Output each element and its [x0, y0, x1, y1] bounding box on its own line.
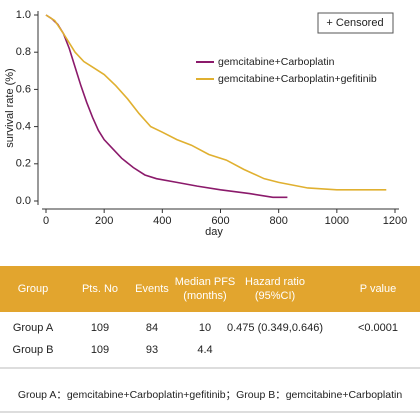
table-cell: 0.475 (0.349,0.646) [227, 322, 323, 334]
y-tick-label: 0.4 [16, 121, 31, 133]
table-cell: <0.0001 [358, 322, 398, 334]
y-tick-label: 0.8 [16, 46, 31, 58]
legend-label: gemcitabine+Carboplatin [218, 56, 335, 68]
table-cell: 109 [91, 344, 109, 356]
x-axis-label: day [205, 226, 223, 238]
y-tick-label: 0.0 [16, 195, 31, 207]
x-tick-label: 200 [95, 215, 113, 227]
table-cell: Group B [13, 344, 54, 356]
table-cell: Group A [13, 322, 54, 334]
y-tick-label: 0.2 [16, 158, 31, 170]
table-cell: 84 [146, 322, 158, 334]
table-header: P value [360, 283, 397, 295]
table-header-band [0, 266, 420, 312]
legend-label: gemcitabine+Carboplatin+gefitinib [218, 73, 377, 85]
x-tick-label: 400 [153, 215, 171, 227]
table-header: Pts. No [82, 283, 118, 295]
censored-box [317, 12, 394, 34]
table-header: Group [18, 283, 49, 295]
table-header: Events [135, 283, 169, 295]
y-tick-label: 1.0 [16, 9, 31, 21]
footnote: Group A：gemcitabine+Carboplatin+gefitini… [18, 389, 403, 401]
censored-note: + Censored [326, 17, 383, 29]
y-tick-label: 0.6 [16, 83, 31, 95]
x-tick-label: 1000 [325, 215, 349, 227]
km-curve [45, 14, 387, 191]
x-tick-label: 0 [43, 215, 49, 227]
x-tick-label: 800 [269, 215, 287, 227]
km-curve [45, 14, 288, 199]
table-header: Hazard ratio [245, 276, 305, 288]
x-tick-label: 600 [211, 215, 229, 227]
table-header: Median PFS [175, 276, 236, 288]
table-cell: 109 [91, 322, 109, 334]
table-cell: 10 [199, 322, 211, 334]
table-cell: 93 [146, 344, 158, 356]
table-header: (months) [183, 290, 226, 302]
x-tick-label: 1200 [383, 215, 407, 227]
table-header: (95%CI) [255, 290, 295, 302]
y-axis-label: survival rate (%) [4, 68, 16, 147]
table-cell: 4.4 [197, 344, 212, 356]
